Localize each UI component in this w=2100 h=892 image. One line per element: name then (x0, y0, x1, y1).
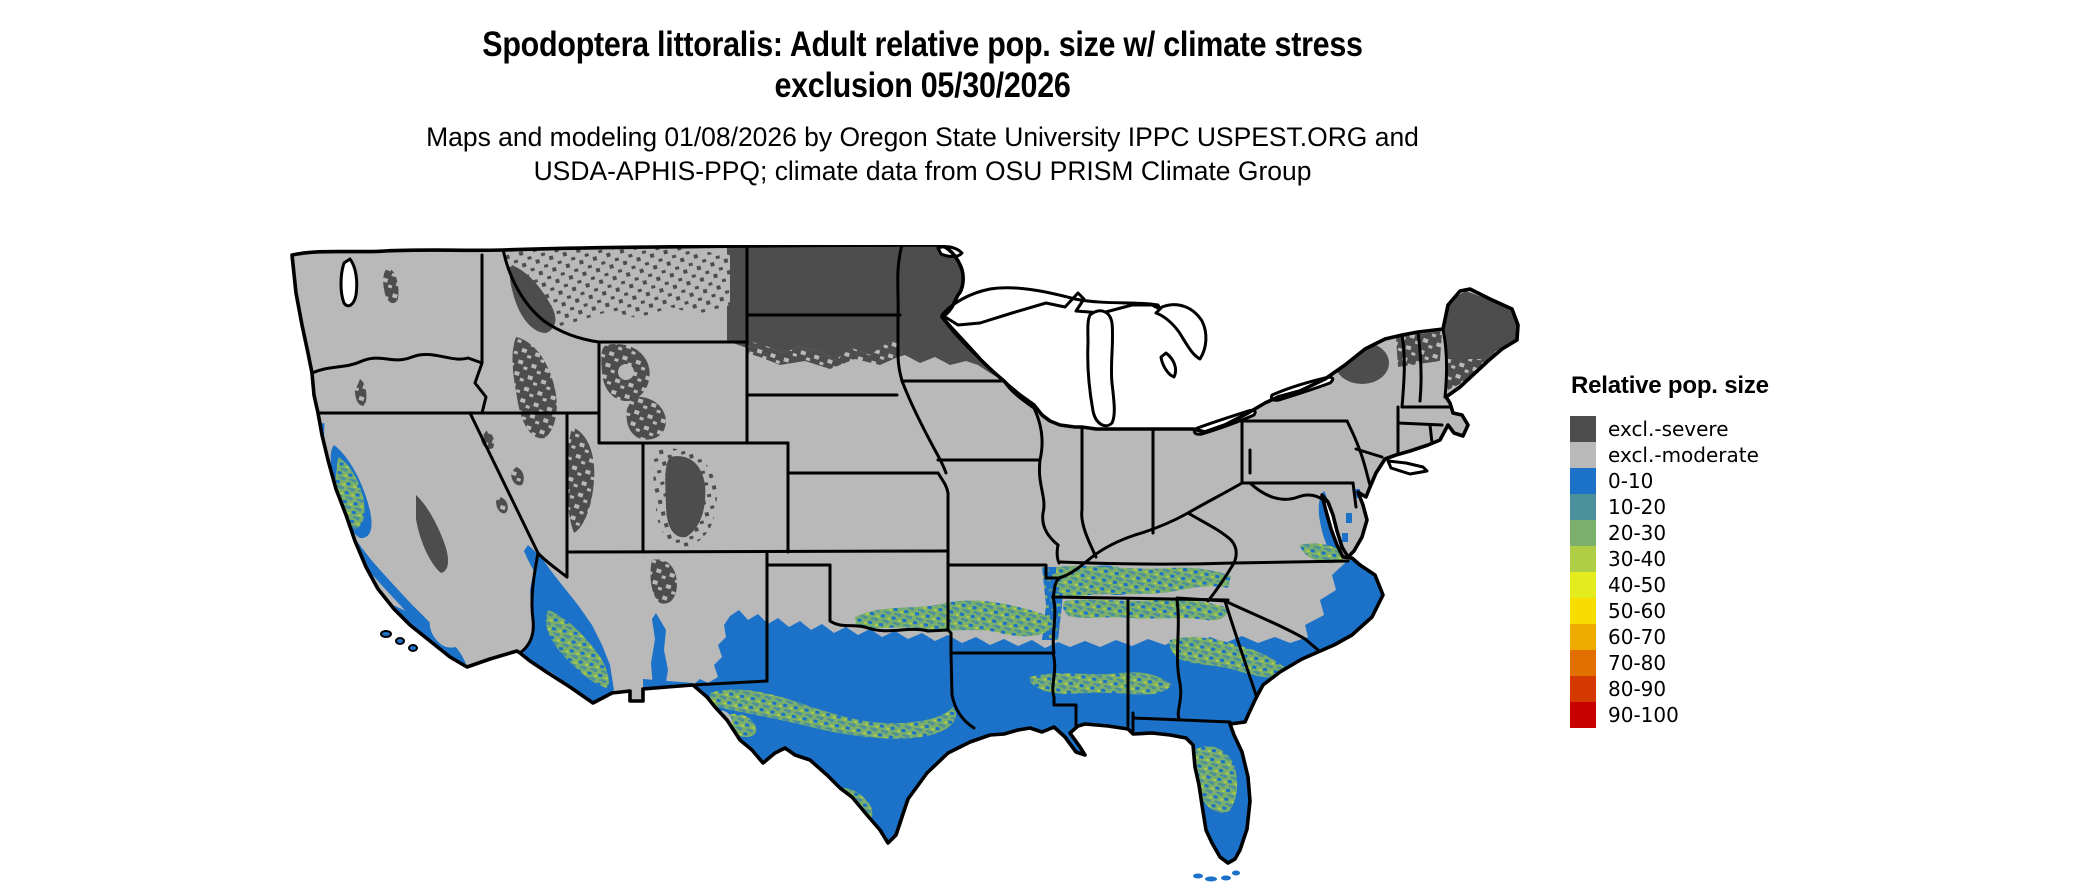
lake-michigan (1086, 309, 1116, 428)
puget-sound (339, 257, 359, 308)
legend-swatch-80-90 (1570, 676, 1596, 702)
legend-label: 90-100 (1608, 703, 1679, 727)
legend-item: 90-100 (1570, 702, 1850, 728)
us-outline (290, 243, 1520, 865)
title-line-1: Spodoptera littoralis: Adult relative po… (482, 25, 1363, 64)
legend-item: 50-60 (1570, 598, 1850, 624)
subtitle-line-1: Maps and modeling 01/08/2026 by Oregon S… (426, 122, 1419, 152)
legend-swatch-10-20 (1570, 494, 1596, 520)
legend-swatch-50-60 (1570, 598, 1596, 624)
legend-label: 60-70 (1608, 625, 1667, 649)
legend-swatch-0-10 (1570, 468, 1596, 494)
legend-label: 70-80 (1608, 651, 1667, 675)
legend-label: 30-40 (1608, 547, 1667, 571)
legend-rows: excl.-severe excl.-moderate 0-10 10-20 2… (1570, 416, 1850, 728)
page-subtitle: Maps and modeling 01/08/2026 by Oregon S… (0, 120, 1845, 188)
legend-item: excl.-moderate (1570, 442, 1850, 468)
legend-label: 20-30 (1608, 521, 1667, 545)
zone-socal-mountains (429, 619, 461, 648)
legend-item: excl.-severe (1570, 416, 1850, 442)
legend-swatch-60-70 (1570, 624, 1596, 650)
legend-title: Relative pop. size (1571, 372, 1769, 399)
channel-islands (380, 630, 418, 652)
legend-label: excl.-severe (1608, 417, 1729, 441)
legend-swatch-20-30 (1570, 520, 1596, 546)
legend-swatch-30-40 (1570, 546, 1596, 572)
subtitle-line-2: USDA-APHIS-PPQ; climate data from OSU PR… (533, 156, 1312, 186)
legend-item: 60-70 (1570, 624, 1850, 650)
legend-item: 70-80 (1570, 650, 1850, 676)
legend-item: 40-50 (1570, 572, 1850, 598)
legend-swatch-excl-severe (1570, 416, 1596, 442)
legend-label: 0-10 (1608, 469, 1654, 493)
zone-pop-10-40-mottle (335, 457, 1345, 828)
legend-item: 30-40 (1570, 546, 1850, 572)
lake-huron (1154, 303, 1208, 361)
legend-label: 40-50 (1608, 573, 1667, 597)
long-island (1386, 459, 1429, 476)
us-map-svg (290, 243, 1520, 882)
legend-item: 0-10 (1570, 468, 1850, 494)
page-title: Spodoptera littoralis: Adult relative po… (0, 24, 1845, 106)
legend-swatch-excl-moderate (1570, 442, 1596, 468)
lake-superior (940, 286, 1162, 327)
legend: Relative pop. size excl.-severe excl.-mo… (1570, 372, 1850, 728)
legend-label: excl.-moderate (1608, 443, 1759, 467)
legend-item: 80-90 (1570, 676, 1850, 702)
legend-swatch-90-100 (1570, 702, 1596, 728)
legend-item: 10-20 (1570, 494, 1850, 520)
title-line-2: exclusion 05/30/2026 (774, 66, 1071, 105)
florida-keys (1193, 870, 1240, 882)
us-map (290, 243, 1520, 885)
legend-item: 20-30 (1570, 520, 1850, 546)
legend-label: 10-20 (1608, 495, 1667, 519)
legend-label: 50-60 (1608, 599, 1667, 623)
legend-label: 80-90 (1608, 677, 1667, 701)
legend-swatch-70-80 (1570, 650, 1596, 676)
great-lakes (339, 245, 1335, 436)
legend-swatch-40-50 (1570, 572, 1596, 598)
saginaw-bay (1159, 351, 1178, 379)
